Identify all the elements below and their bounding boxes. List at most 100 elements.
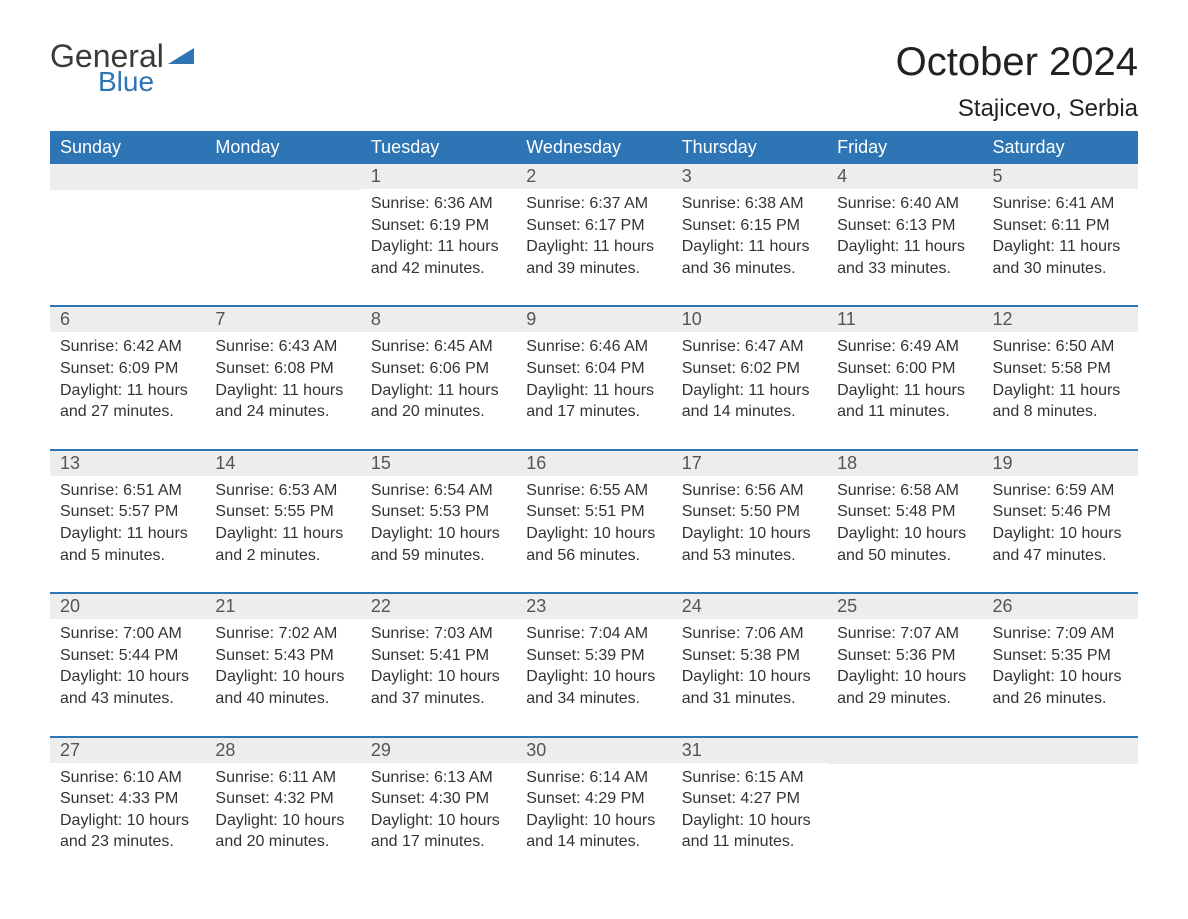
daylight-line-2: and 50 minutes. xyxy=(837,545,972,567)
daylight-line-2: and 23 minutes. xyxy=(60,831,195,853)
day-body: Sunrise: 6:50 AMSunset: 5:58 PMDaylight:… xyxy=(983,332,1138,448)
day-body: Sunrise: 6:45 AMSunset: 6:06 PMDaylight:… xyxy=(361,332,516,448)
day-body: Sunrise: 7:09 AMSunset: 5:35 PMDaylight:… xyxy=(983,619,1138,735)
day-body: Sunrise: 6:53 AMSunset: 5:55 PMDaylight:… xyxy=(205,476,360,592)
daylight-line-1: Daylight: 11 hours xyxy=(682,236,817,258)
day-number: 1 xyxy=(361,164,516,189)
sunset-line: Sunset: 6:02 PM xyxy=(682,358,817,380)
day-number: 22 xyxy=(361,594,516,619)
sunset-line: Sunset: 5:48 PM xyxy=(837,501,972,523)
daylight-line-2: and 27 minutes. xyxy=(60,401,195,423)
sunset-line: Sunset: 5:55 PM xyxy=(215,501,350,523)
sunrise-line: Sunrise: 6:36 AM xyxy=(371,193,506,215)
sunrise-line: Sunrise: 6:10 AM xyxy=(60,767,195,789)
day-number: 17 xyxy=(672,451,827,476)
daylight-line-2: and 17 minutes. xyxy=(371,831,506,853)
daylight-line-2: and 40 minutes. xyxy=(215,688,350,710)
day-body: Sunrise: 6:58 AMSunset: 5:48 PMDaylight:… xyxy=(827,476,982,592)
daylight-line-2: and 2 minutes. xyxy=(215,545,350,567)
calendar-cell: 9Sunrise: 6:46 AMSunset: 6:04 PMDaylight… xyxy=(516,306,671,449)
day-body: Sunrise: 6:11 AMSunset: 4:32 PMDaylight:… xyxy=(205,763,360,879)
sunset-line: Sunset: 5:57 PM xyxy=(60,501,195,523)
daylight-line-1: Daylight: 10 hours xyxy=(993,666,1128,688)
daylight-line-1: Daylight: 10 hours xyxy=(371,523,506,545)
sunrise-line: Sunrise: 6:14 AM xyxy=(526,767,661,789)
sunrise-line: Sunrise: 7:07 AM xyxy=(837,623,972,645)
sunset-line: Sunset: 4:32 PM xyxy=(215,788,350,810)
daylight-line-2: and 24 minutes. xyxy=(215,401,350,423)
day-number: 29 xyxy=(361,738,516,763)
sunrise-line: Sunrise: 6:56 AM xyxy=(682,480,817,502)
day-number: 23 xyxy=(516,594,671,619)
col-sunday: Sunday xyxy=(50,131,205,164)
logo-triangle-icon xyxy=(168,46,194,64)
day-body: Sunrise: 7:00 AMSunset: 5:44 PMDaylight:… xyxy=(50,619,205,735)
calendar-cell: 11Sunrise: 6:49 AMSunset: 6:00 PMDayligh… xyxy=(827,306,982,449)
daylight-line-2: and 31 minutes. xyxy=(682,688,817,710)
calendar-cell: 8Sunrise: 6:45 AMSunset: 6:06 PMDaylight… xyxy=(361,306,516,449)
calendar-cell: 15Sunrise: 6:54 AMSunset: 5:53 PMDayligh… xyxy=(361,450,516,593)
calendar-cell: 4Sunrise: 6:40 AMSunset: 6:13 PMDaylight… xyxy=(827,164,982,306)
calendar-cell: 18Sunrise: 6:58 AMSunset: 5:48 PMDayligh… xyxy=(827,450,982,593)
day-number: 15 xyxy=(361,451,516,476)
calendar-cell xyxy=(827,737,982,879)
sunset-line: Sunset: 6:00 PM xyxy=(837,358,972,380)
daylight-line-1: Daylight: 11 hours xyxy=(60,380,195,402)
sunrise-line: Sunrise: 6:15 AM xyxy=(682,767,817,789)
daylight-line-2: and 47 minutes. xyxy=(993,545,1128,567)
daylight-line-2: and 56 minutes. xyxy=(526,545,661,567)
daylight-line-2: and 20 minutes. xyxy=(215,831,350,853)
sunrise-line: Sunrise: 7:03 AM xyxy=(371,623,506,645)
day-number: 2 xyxy=(516,164,671,189)
day-body: Sunrise: 6:13 AMSunset: 4:30 PMDaylight:… xyxy=(361,763,516,879)
daylight-line-1: Daylight: 10 hours xyxy=(837,523,972,545)
calendar-cell: 14Sunrise: 6:53 AMSunset: 5:55 PMDayligh… xyxy=(205,450,360,593)
day-number: 28 xyxy=(205,738,360,763)
daylight-line-2: and 53 minutes. xyxy=(682,545,817,567)
sunset-line: Sunset: 5:39 PM xyxy=(526,645,661,667)
day-body: Sunrise: 7:02 AMSunset: 5:43 PMDaylight:… xyxy=(205,619,360,735)
day-body: Sunrise: 7:07 AMSunset: 5:36 PMDaylight:… xyxy=(827,619,982,735)
sunrise-line: Sunrise: 7:06 AM xyxy=(682,623,817,645)
day-number: 6 xyxy=(50,307,205,332)
day-number xyxy=(983,738,1138,764)
sunset-line: Sunset: 5:51 PM xyxy=(526,501,661,523)
day-number xyxy=(50,164,205,190)
sunset-line: Sunset: 5:41 PM xyxy=(371,645,506,667)
sunset-line: Sunset: 6:08 PM xyxy=(215,358,350,380)
day-number: 10 xyxy=(672,307,827,332)
day-number: 20 xyxy=(50,594,205,619)
sunset-line: Sunset: 5:46 PM xyxy=(993,501,1128,523)
calendar-cell: 13Sunrise: 6:51 AMSunset: 5:57 PMDayligh… xyxy=(50,450,205,593)
calendar-cell: 22 Sunrise: 7:03 AMSunset: 5:41 PMDayligh… xyxy=(361,593,516,736)
calendar-cell: 30Sunrise: 6:14 AMSunset: 4:29 PMDayligh… xyxy=(516,737,671,879)
col-wednesday: Wednesday xyxy=(516,131,671,164)
sunrise-line: Sunrise: 7:09 AM xyxy=(993,623,1128,645)
daylight-line-2: and 59 minutes. xyxy=(371,545,506,567)
daylight-line-1: Daylight: 10 hours xyxy=(371,666,506,688)
daylight-line-2: and 43 minutes. xyxy=(60,688,195,710)
day-body: Sunrise: 6:14 AMSunset: 4:29 PMDaylight:… xyxy=(516,763,671,879)
daylight-line-1: Daylight: 11 hours xyxy=(837,380,972,402)
sunrise-line: Sunrise: 6:13 AM xyxy=(371,767,506,789)
calendar-cell: 7Sunrise: 6:43 AMSunset: 6:08 PMDaylight… xyxy=(205,306,360,449)
calendar-row: 20Sunrise: 7:00 AMSunset: 5:44 PMDayligh… xyxy=(50,593,1138,736)
day-body: Sunrise: 6:38 AMSunset: 6:15 PMDaylight:… xyxy=(672,189,827,305)
calendar-row: 27Sunrise: 6:10 AMSunset: 4:33 PMDayligh… xyxy=(50,737,1138,879)
calendar-cell: 19Sunrise: 6:59 AMSunset: 5:46 PMDayligh… xyxy=(983,450,1138,593)
day-number: 19 xyxy=(983,451,1138,476)
day-number: 26 xyxy=(983,594,1138,619)
title-group: October 2024 Stajicevo, Serbia xyxy=(896,40,1138,123)
sunset-line: Sunset: 5:58 PM xyxy=(993,358,1128,380)
sunrise-line: Sunrise: 7:00 AM xyxy=(60,623,195,645)
daylight-line-2: and 14 minutes. xyxy=(682,401,817,423)
sunrise-line: Sunrise: 6:53 AM xyxy=(215,480,350,502)
day-body: Sunrise: 6:56 AMSunset: 5:50 PMDaylight:… xyxy=(672,476,827,592)
calendar-cell: 17Sunrise: 6:56 AMSunset: 5:50 PMDayligh… xyxy=(672,450,827,593)
daylight-line-1: Daylight: 10 hours xyxy=(215,810,350,832)
day-body: Sunrise: 6:49 AMSunset: 6:00 PMDaylight:… xyxy=(827,332,982,448)
page-header: General Blue October 2024 Stajicevo, Ser… xyxy=(50,40,1138,123)
daylight-line-2: and 30 minutes. xyxy=(993,258,1128,280)
calendar-row: 1Sunrise: 6:36 AMSunset: 6:19 PMDaylight… xyxy=(50,164,1138,306)
daylight-line-1: Daylight: 10 hours xyxy=(526,666,661,688)
